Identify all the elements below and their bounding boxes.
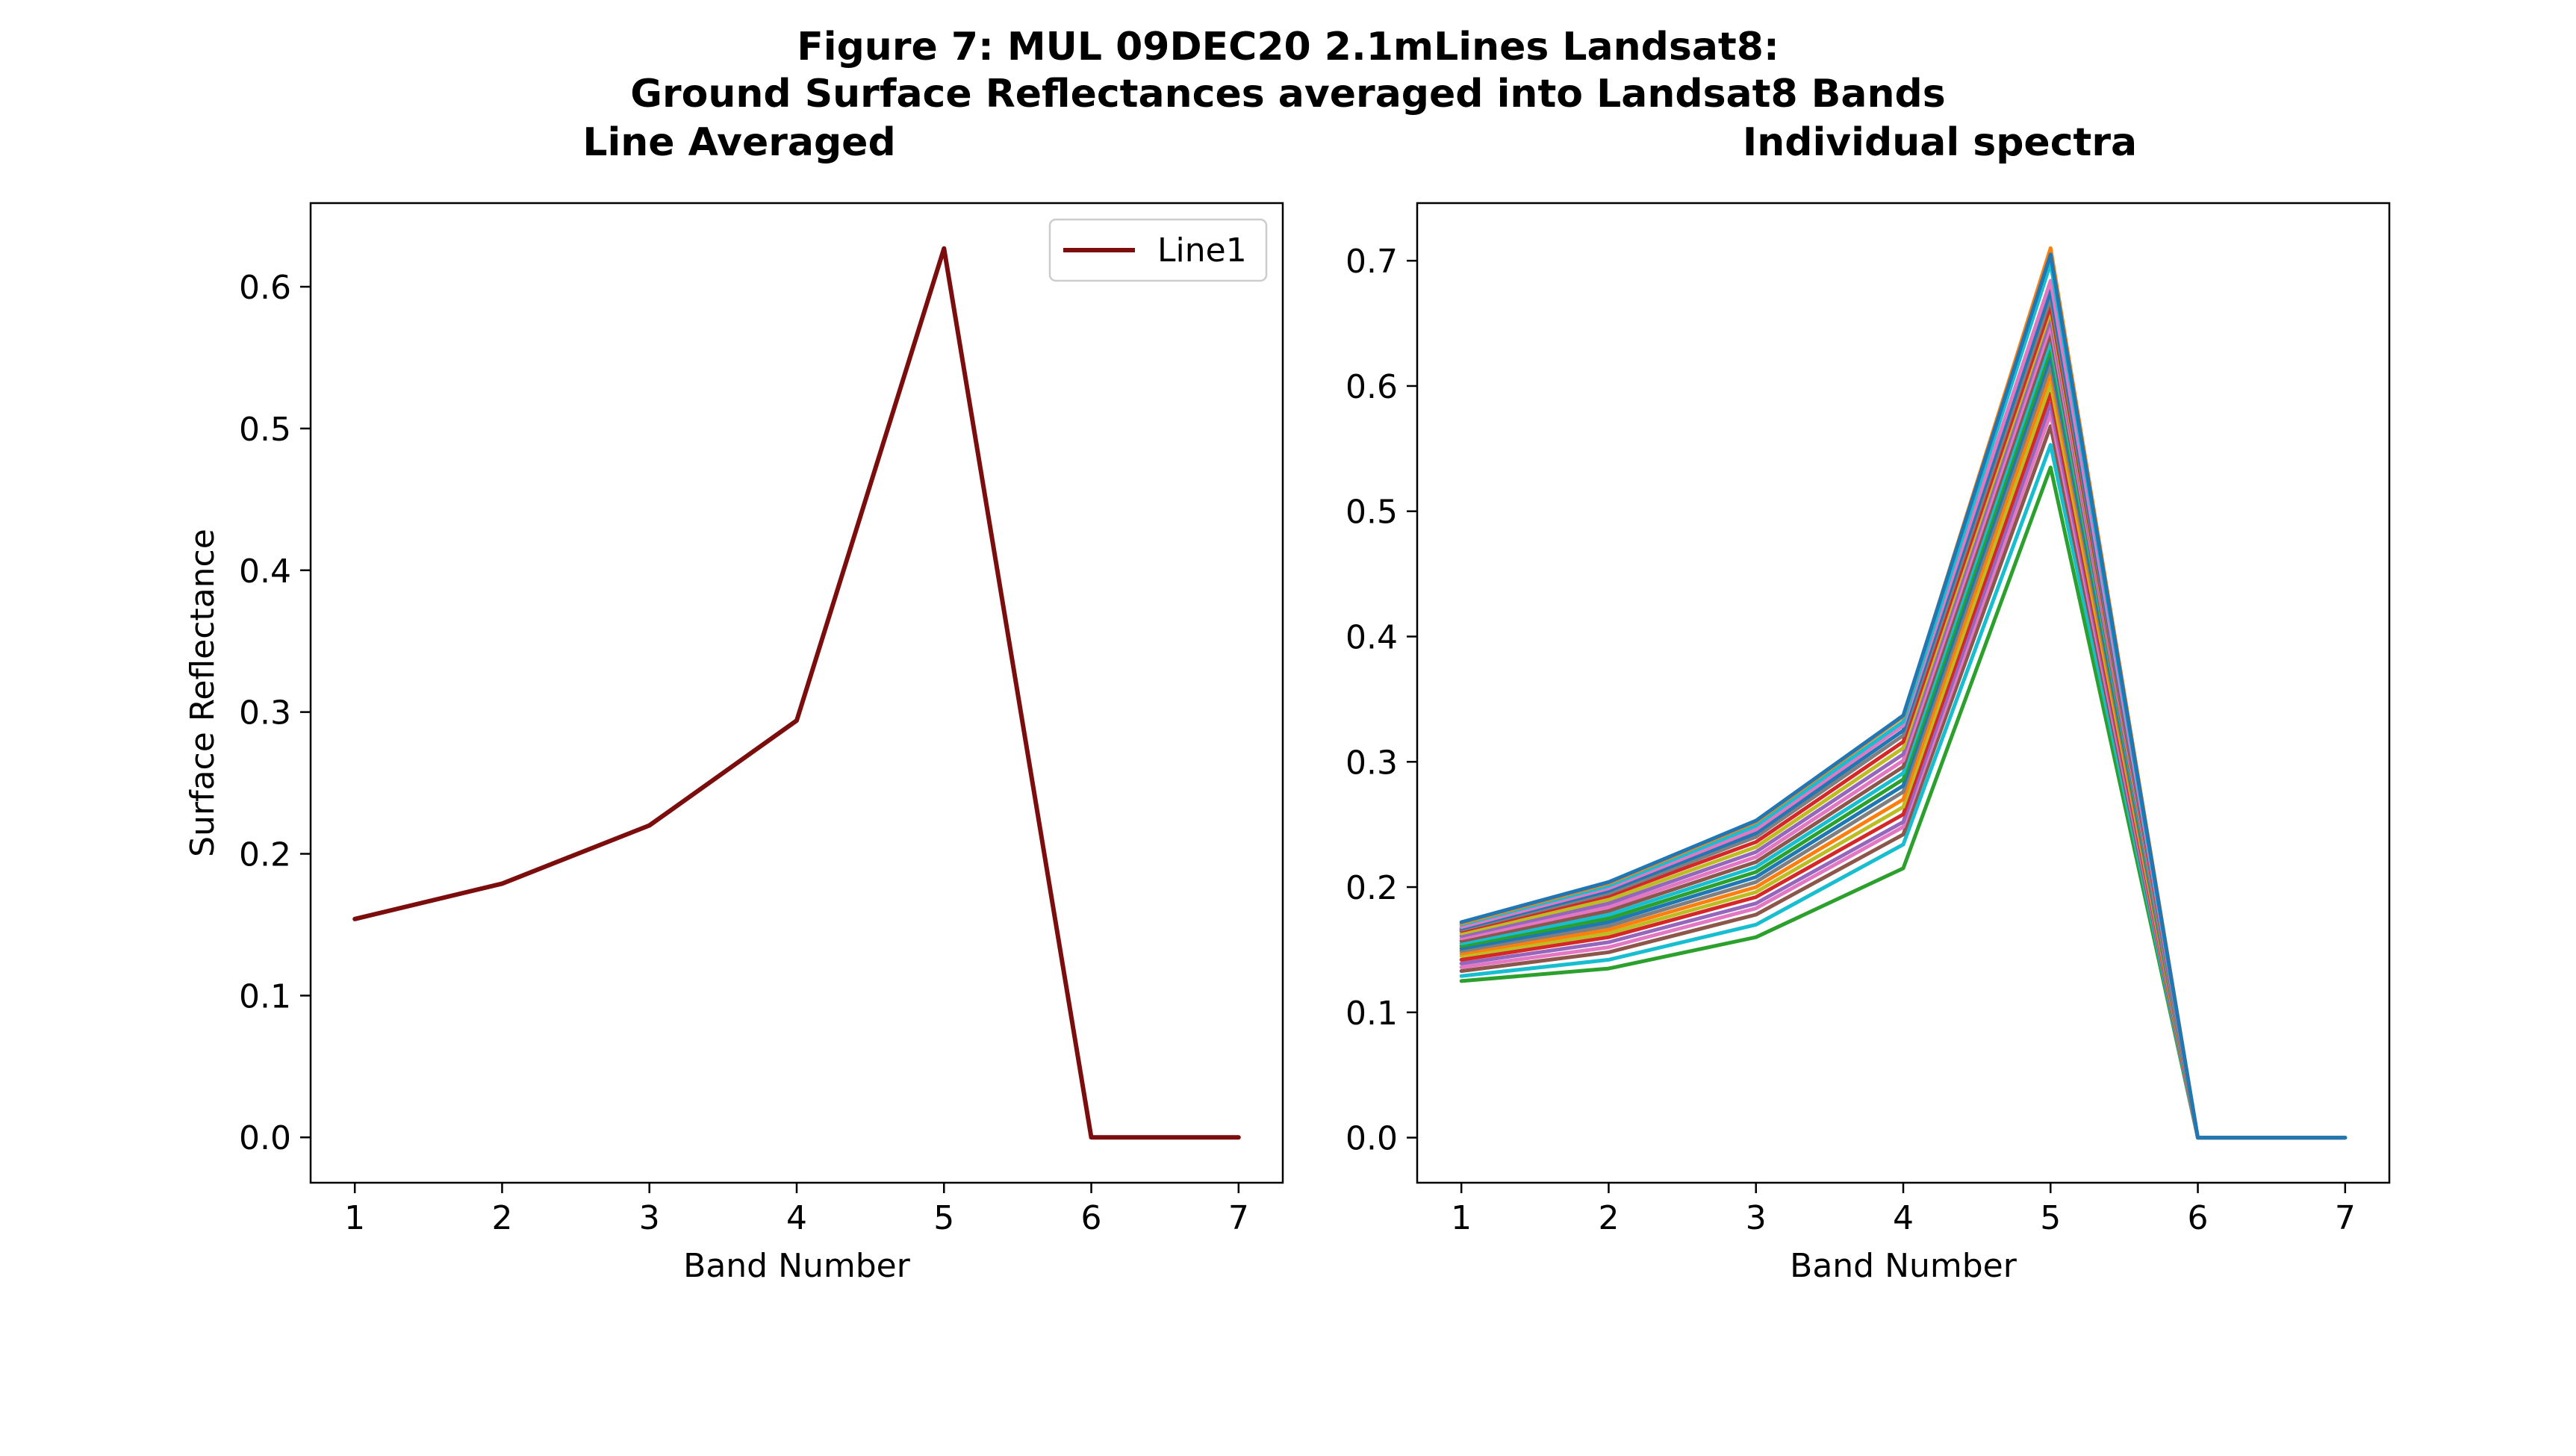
y-tick-label: 0.3 [1345,744,1398,782]
axes-frame [309,202,1284,1184]
axes-title: Line Averaged [582,120,895,165]
legend-box [1048,218,1268,282]
x-tick-label: 2 [1598,1199,1619,1237]
y-tick-label: 0.1 [239,977,291,1015]
x-tick-label: 2 [491,1199,512,1237]
figure-title-line2: Ground Surface Reflectances averaged int… [630,72,1945,116]
x-tick-label: 7 [1228,1199,1249,1237]
y-tick-label: 0.2 [239,836,291,874]
y-tick-label: 0.7 [1345,243,1398,281]
x-tick-label: 5 [2040,1199,2061,1237]
x-tick-label: 7 [2335,1199,2356,1237]
x-axis-label: Band Number [683,1247,911,1285]
axes-title: Individual spectra [1743,120,2137,165]
y-tick-label: 0.5 [1345,494,1398,532]
y-tick-label: 0.2 [1345,869,1398,907]
y-tick-label: 0.0 [239,1119,291,1157]
axes-frame [1416,202,2391,1184]
legend-label: Line1 [1157,231,1247,270]
series-line-line1 [352,246,1241,1140]
x-tick-label: 5 [933,1199,954,1237]
right-axes-individual-spectra: Individual spectra 1 2 3 4 5 6 7 0.0 0.1 0.2 0.3 0.4… [1345,120,2391,1285]
series-line-23 [1459,252,2348,1140]
y-tick-label: 0.6 [1345,368,1398,406]
series-line-20 [1459,279,2348,1140]
y-tick-label: 0.6 [239,269,291,307]
x-tick-label: 6 [1081,1199,1102,1237]
x-tick-label: 1 [1451,1199,1472,1237]
x-tick-label: 1 [344,1199,365,1237]
y-tick-label: 0.3 [239,694,291,732]
y-tick-label: 0.4 [1345,619,1398,657]
y-axis-label: Surface Reflectance [184,529,222,857]
y-tick-label: 0.0 [1345,1120,1398,1158]
series-line-22 [1459,246,2348,1140]
left-axes-line-averaged: Line Averaged 1 2 3 4 5 6 7 0.0 0.1 0.2 0.3 0.4 0.5 0.… [184,120,1284,1285]
legend: Line1 [1048,218,1268,282]
y-tick-label: 0.1 [1345,995,1398,1033]
x-axis-label: Band Number [1790,1247,2017,1285]
x-tick-label: 6 [2188,1199,2209,1237]
x-tick-label: 3 [1746,1199,1767,1237]
y-tick-label: 0.4 [239,553,291,591]
x-tick-label: 4 [786,1199,807,1237]
series-line-21 [1459,261,2348,1140]
x-tick-label: 4 [1893,1199,1914,1237]
x-tick-label: 3 [639,1199,660,1237]
figure-title-line1: Figure 7: MUL 09DEC20 2.1mLines Landsat8… [797,25,1779,69]
y-tick-label: 0.5 [239,411,291,449]
